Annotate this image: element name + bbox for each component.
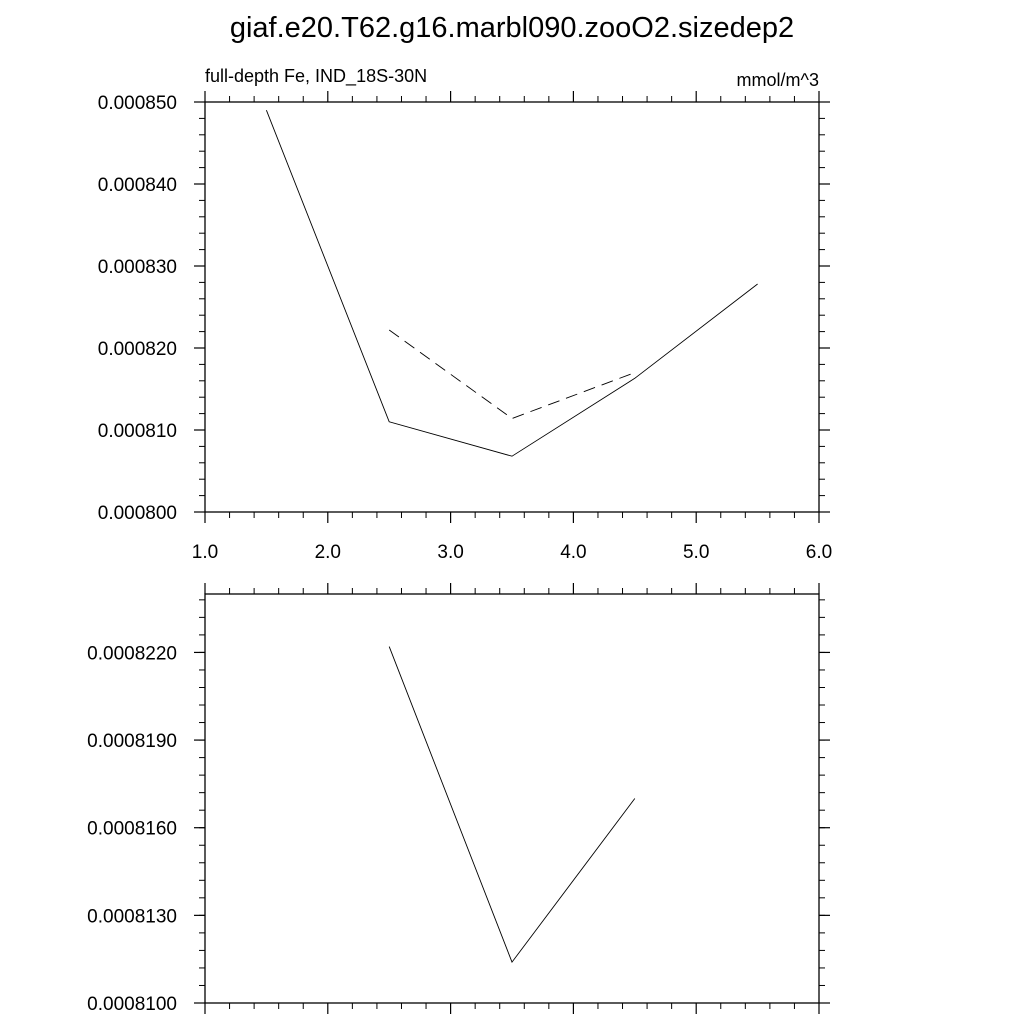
x-tick-label: 2.0 <box>315 542 341 563</box>
plot-frame <box>204 593 820 1004</box>
y-tick-label: 0.000830 <box>98 257 177 278</box>
x-tick-label: 6.0 <box>806 542 832 563</box>
y-tick-label: 0.000810 <box>98 421 177 442</box>
x-tick-label: 4.0 <box>560 542 586 563</box>
y-tick-label: 0.0008220 <box>87 643 177 664</box>
y-tick-label: 0.0008130 <box>87 906 177 927</box>
series-line-solid <box>265 110 758 457</box>
y-tick-label: 0.0008100 <box>87 994 177 1015</box>
x-tick-label: 5.0 <box>683 542 709 563</box>
y-tick-label: 0.000800 <box>98 503 177 524</box>
series-line-solid <box>388 646 636 964</box>
panel1-subtitle-left: full-depth Fe, IND_18S-30N <box>205 66 427 87</box>
panel1-subtitle-right: mmol/m^3 <box>737 70 819 90</box>
y-tick-label: 0.000850 <box>98 93 177 114</box>
y-tick-label: 0.000820 <box>98 339 177 360</box>
series-line-dashed <box>388 329 635 420</box>
chart-panel-bottom: 0.0008100 0.0008130 0.0008160 0.0008190 0.00… <box>87 583 830 1015</box>
chart-panel-top: 1.0 2.0 3.0 4.0 5.0 6.0 0.000800 0.000810 0.0008… <box>98 91 832 563</box>
y-tick-label: 0.0008160 <box>87 819 177 840</box>
x-tick-label: 3.0 <box>437 542 463 563</box>
chart-title: giaf.e20.T62.g16.marbl090.zooO2.sizedep2 <box>230 12 794 44</box>
x-tick-label: 1.0 <box>192 542 218 563</box>
y-tick-label: 0.0008190 <box>87 731 177 752</box>
plot-frame <box>204 101 820 513</box>
y-tick-label: 0.000840 <box>98 175 177 196</box>
